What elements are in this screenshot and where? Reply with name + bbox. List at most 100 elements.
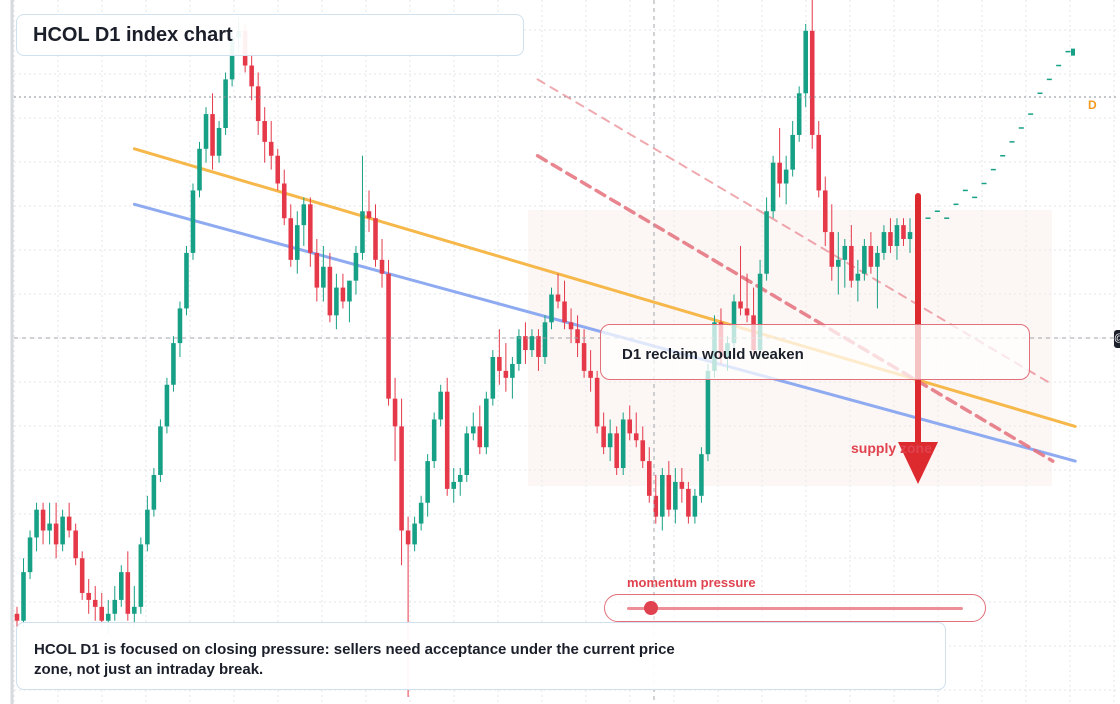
momentum-slider[interactable] [604, 594, 986, 622]
candle [849, 225, 854, 288]
candle-body [79, 558, 85, 593]
candle [640, 426, 646, 469]
candle-body [314, 252, 320, 288]
candle-body [21, 572, 26, 621]
candle-body [862, 245, 867, 274]
candle [197, 141, 202, 198]
candle [523, 322, 528, 364]
candle [275, 148, 281, 191]
candle-body [536, 336, 541, 357]
candle [581, 329, 587, 378]
candle-body [868, 245, 874, 267]
candle [470, 412, 476, 441]
candle-body [392, 398, 398, 427]
candle [268, 121, 274, 170]
candle-body [809, 30, 815, 135]
candle-body [457, 474, 463, 482]
candle [151, 468, 157, 517]
candle-body [497, 357, 502, 371]
candle [210, 93, 215, 170]
candle-body [888, 232, 893, 246]
momentum-knob[interactable] [643, 601, 658, 615]
candle [868, 232, 874, 274]
candle [262, 107, 267, 163]
candle [125, 551, 131, 621]
candle-body [119, 572, 124, 600]
candle [575, 315, 580, 357]
candle-body [601, 426, 606, 448]
candle [392, 377, 398, 462]
candle [894, 218, 900, 260]
candle-body [542, 322, 548, 357]
candle [620, 412, 626, 475]
candle [112, 586, 118, 621]
candle [862, 239, 867, 281]
candle-body [334, 287, 339, 316]
candle [119, 565, 124, 607]
candle [334, 273, 339, 330]
candle-body [855, 273, 861, 281]
candle-body [197, 148, 202, 191]
candle [738, 245, 743, 316]
candle [601, 412, 606, 455]
candle-body [477, 426, 483, 448]
candle [308, 197, 313, 267]
candle [614, 426, 619, 475]
candle-body [190, 190, 196, 253]
candle [529, 329, 535, 357]
candle [138, 537, 144, 614]
candle [881, 225, 887, 260]
candle-body [770, 162, 776, 212]
candle-body [620, 419, 626, 469]
candle [796, 86, 802, 142]
candle-body [875, 252, 880, 267]
candle [444, 377, 450, 496]
candle [379, 239, 385, 288]
candle-body [731, 301, 737, 344]
candle-body [575, 329, 580, 344]
candle [99, 592, 105, 628]
candle-body [288, 218, 294, 260]
candle [66, 502, 72, 538]
candle [607, 419, 613, 462]
candle [386, 259, 391, 406]
candle-body [562, 301, 567, 323]
candle [875, 245, 880, 309]
candle-body [132, 606, 137, 614]
candle [40, 502, 46, 545]
candle [301, 197, 307, 246]
candle [431, 412, 437, 469]
candle [490, 350, 496, 406]
candle-body [405, 530, 411, 545]
candle [223, 72, 228, 135]
candle-body [738, 301, 743, 309]
candle [692, 488, 698, 524]
candle [549, 287, 554, 330]
candle [295, 211, 300, 274]
chart-title: HCOL D1 index chart [16, 14, 524, 56]
projection-path [925, 48, 1075, 219]
candle [829, 204, 835, 281]
candle-body [295, 225, 300, 260]
candle-body [151, 474, 157, 510]
candle [79, 551, 85, 600]
candle-body [881, 232, 887, 253]
supply-zone-label: supply zone [851, 440, 932, 456]
candle-body [184, 252, 189, 309]
candle-body [666, 474, 672, 510]
candle-body [210, 114, 215, 156]
candle-body [308, 204, 313, 253]
candle-body [47, 523, 52, 531]
candle-body [40, 509, 46, 531]
candle [314, 239, 320, 302]
candle-body [529, 336, 535, 351]
candle-body [418, 502, 424, 524]
candle [646, 447, 652, 503]
candle-body [692, 495, 698, 517]
candle [27, 530, 33, 580]
candle-body [171, 343, 176, 385]
candle-body [744, 308, 750, 316]
candle [92, 586, 98, 621]
candle [190, 183, 196, 260]
candle [132, 586, 137, 628]
